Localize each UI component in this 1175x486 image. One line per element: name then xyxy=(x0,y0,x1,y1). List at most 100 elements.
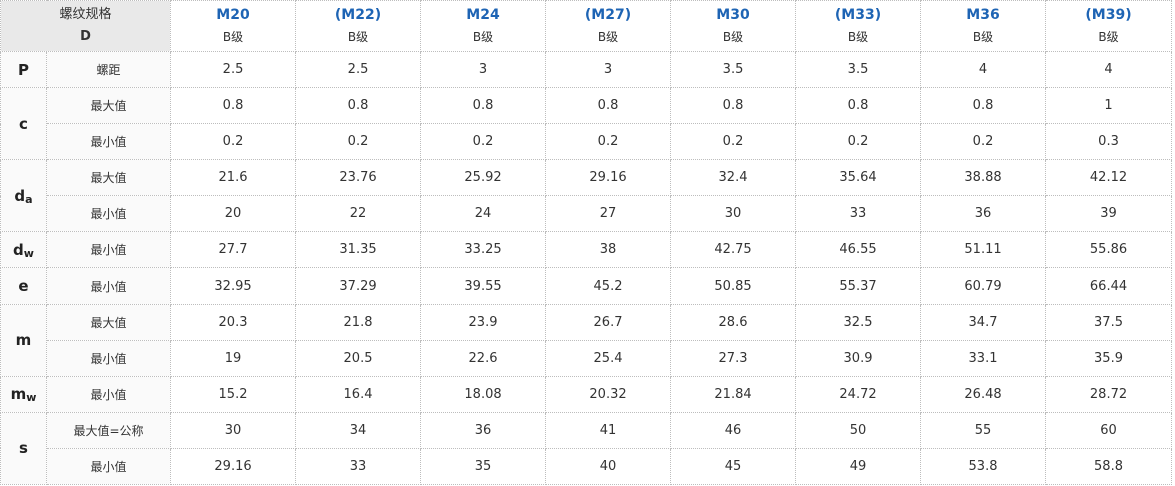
value-cell: 29.16 xyxy=(170,447,297,486)
table-row: da 最大值 21.6 23.76 25.92 29.16 32.4 35.64 38.88 42… xyxy=(0,159,1173,233)
value-cell: 66.44 xyxy=(1045,267,1173,305)
value-cell: 49 xyxy=(795,447,922,486)
size-name: (M27) xyxy=(584,7,632,24)
value-cell: 36 xyxy=(920,195,1047,233)
value-cell: 18.08 xyxy=(420,375,547,413)
thread-diameter-label: D xyxy=(80,29,91,45)
value-cell: 33 xyxy=(795,195,922,233)
param-symbol-main: m xyxy=(10,385,27,404)
table-row: dw 最小值 27.7 31.35 33.25 38 42.75 46.55 51.11 55.8… xyxy=(0,231,1173,269)
value-cell: 32.5 xyxy=(795,303,922,341)
value-cell: 33.25 xyxy=(420,231,547,269)
table-row: 最小值 29.16 33 35 40 45 49 53.8 58.8 xyxy=(1,447,1173,486)
param-symbol-P: P xyxy=(0,51,47,89)
value-cell: 42.12 xyxy=(1045,159,1173,197)
value-cell: 31.35 xyxy=(295,231,422,269)
row-label: 最小值 xyxy=(45,267,172,305)
value-cell: 38 xyxy=(545,231,672,269)
value-cell: 0.8 xyxy=(545,87,672,125)
value-cell: 16.4 xyxy=(295,375,422,413)
value-cell: 55.37 xyxy=(795,267,922,305)
table-row: m 最大值 20.3 21.8 23.9 26.7 28.6 32.5 34.7 37.5 xyxy=(0,303,1173,377)
size-name: M30 xyxy=(716,7,750,24)
value-cell: 2.5 xyxy=(170,51,297,89)
param-symbol-mw: mw xyxy=(0,375,47,413)
value-cell: 24.72 xyxy=(795,375,922,413)
grade-label: B级 xyxy=(347,30,369,45)
value-cell: 21.84 xyxy=(670,375,797,413)
value-cell: 3.5 xyxy=(795,51,922,89)
value-cell: 45.2 xyxy=(545,267,672,305)
value-cell: 28.6 xyxy=(670,303,797,341)
value-cell: 37.5 xyxy=(1045,303,1173,341)
value-cell: 23.76 xyxy=(295,159,422,197)
value-cell: 27.3 xyxy=(670,339,797,377)
value-cell: 42.75 xyxy=(670,231,797,269)
value-cell: 22 xyxy=(295,195,422,233)
value-cell: 34 xyxy=(295,411,422,449)
size-header: M30 B级 xyxy=(670,0,797,53)
value-cell: 50 xyxy=(795,411,922,449)
table-row: 最小值 19 20.5 22.6 25.4 27.3 30.9 33.1 35.9 xyxy=(1,339,1173,377)
value-cell: 0.3 xyxy=(1045,123,1173,161)
value-cell: 26.48 xyxy=(920,375,1047,413)
value-cell: 20.5 xyxy=(295,339,422,377)
value-cell: 3 xyxy=(420,51,547,89)
value-cell: 23.9 xyxy=(420,303,547,341)
value-cell: 27.7 xyxy=(170,231,297,269)
param-symbol-subscript: w xyxy=(23,246,34,260)
value-cell: 41 xyxy=(545,411,672,449)
size-name: (M22) xyxy=(334,7,382,24)
grade-label: B级 xyxy=(722,30,744,45)
value-cell: 60 xyxy=(1045,411,1173,449)
value-cell: 34.7 xyxy=(920,303,1047,341)
value-cell: 35.64 xyxy=(795,159,922,197)
size-header: (M27) B级 xyxy=(545,0,672,53)
value-cell: 27 xyxy=(545,195,672,233)
value-cell: 30 xyxy=(170,411,297,449)
row-label: 最小值 xyxy=(45,375,172,413)
value-cell: 3 xyxy=(545,51,672,89)
value-cell: 29.16 xyxy=(545,159,672,197)
size-header: M20 B级 xyxy=(170,0,297,53)
value-cell: 30.9 xyxy=(795,339,922,377)
value-cell: 50.85 xyxy=(670,267,797,305)
value-cell: 39.55 xyxy=(420,267,547,305)
param-symbol-s: s xyxy=(0,411,47,486)
value-cell: 4 xyxy=(1045,51,1173,89)
thread-spec-label: 螺纹规格 xyxy=(59,7,112,23)
param-symbol-main: d xyxy=(14,186,26,205)
value-cell: 55 xyxy=(920,411,1047,449)
size-name: M36 xyxy=(966,7,1000,24)
size-name: M20 xyxy=(216,7,250,24)
size-header: (M33) B级 xyxy=(795,0,922,53)
size-name: (M33) xyxy=(834,7,882,24)
value-cell: 20.3 xyxy=(170,303,297,341)
row-label: 最大值 xyxy=(45,87,172,125)
value-cell: 58.8 xyxy=(1045,447,1173,486)
value-cell: 35 xyxy=(420,447,547,486)
value-cell: 33 xyxy=(295,447,422,486)
corner-header: 螺纹规格 D xyxy=(0,0,172,53)
size-header: M24 B级 xyxy=(420,0,547,53)
value-cell: 21.8 xyxy=(295,303,422,341)
param-symbol-e: e xyxy=(0,267,47,305)
value-cell: 32.95 xyxy=(170,267,297,305)
value-cell: 0.8 xyxy=(920,87,1047,125)
value-cell: 37.29 xyxy=(295,267,422,305)
value-cell: 20 xyxy=(170,195,297,233)
value-cell: 0.2 xyxy=(670,123,797,161)
param-symbol-main: e xyxy=(18,277,29,295)
value-cell: 25.92 xyxy=(420,159,547,197)
row-label: 最小值 xyxy=(45,231,172,269)
value-cell: 35.9 xyxy=(1045,339,1173,377)
value-cell: 0.2 xyxy=(295,123,422,161)
size-header: (M39) B级 xyxy=(1045,0,1173,53)
table-row: c 最大值 0.8 0.8 0.8 0.8 0.8 0.8 0.8 1 xyxy=(0,87,1173,161)
param-symbol-da: da xyxy=(0,159,47,233)
value-cell: 55.86 xyxy=(1045,231,1173,269)
param-symbol-main: d xyxy=(13,240,24,259)
value-cell: 0.8 xyxy=(670,87,797,125)
row-label: 最小值 xyxy=(45,123,172,161)
